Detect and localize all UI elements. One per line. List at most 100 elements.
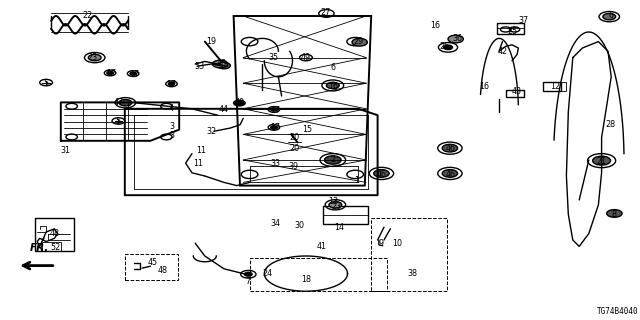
Text: 53: 53 [195,62,205,71]
Text: 16: 16 [430,21,440,30]
Text: 45: 45 [147,258,157,267]
Text: 5: 5 [116,117,121,126]
Text: 46: 46 [376,170,387,179]
Circle shape [442,170,458,177]
Text: 26: 26 [439,42,449,51]
Text: 7: 7 [246,277,251,286]
Text: 23: 23 [88,53,98,62]
Circle shape [234,100,245,106]
Circle shape [442,144,458,152]
Text: 17: 17 [270,124,280,132]
Text: 17: 17 [129,70,140,79]
Text: 11: 11 [196,146,207,155]
Circle shape [218,62,230,69]
Text: 29: 29 [353,37,364,46]
Text: 48: 48 [50,229,60,238]
Bar [497,23,524,34]
Text: 37: 37 [518,16,529,25]
Text: 30: 30 [294,221,305,230]
Text: 52: 52 [50,244,60,252]
Text: 43: 43 [512,87,522,96]
Text: 1: 1 [355,176,360,185]
Text: 27: 27 [320,8,330,17]
Text: 46: 46 [445,144,456,153]
Circle shape [603,13,616,20]
Text: 23: 23 [331,202,341,211]
Text: 22: 22 [82,12,92,20]
Text: 13: 13 [328,197,338,206]
Text: 4: 4 [169,104,174,113]
Text: 24: 24 [262,269,273,278]
Text: 5: 5 [44,79,49,88]
Text: TG74B4040: TG74B4040 [597,307,639,316]
Circle shape [130,72,136,75]
Text: 48: 48 [217,60,227,68]
Text: 3: 3 [169,122,174,131]
Circle shape [607,210,622,217]
Bar [506,90,524,97]
Text: 38: 38 [407,269,417,278]
Bar [42,242,61,251]
Bar [543,82,561,91]
Text: 15: 15 [302,125,312,134]
Text: 19: 19 [206,37,216,46]
Circle shape [593,156,611,165]
Text: 16: 16 [328,82,338,91]
Bar [323,206,368,224]
Text: 44: 44 [219,105,229,114]
Circle shape [107,71,113,75]
Bar [250,258,387,291]
Text: 33: 33 [270,159,280,168]
Text: 17: 17 [166,80,177,89]
Text: 46: 46 [445,170,456,179]
Circle shape [119,100,132,106]
Text: 47: 47 [113,98,124,107]
Text: 48: 48 [157,266,168,275]
Text: FR.: FR. [30,243,49,253]
Circle shape [326,82,339,89]
Text: 12: 12 [550,82,560,91]
Text: 25: 25 [507,28,517,36]
Text: 9: 9 [378,239,383,248]
Text: 32: 32 [206,127,216,136]
Circle shape [329,202,342,208]
Text: 41: 41 [317,242,327,251]
Text: 20: 20 [289,133,300,142]
Text: 28: 28 [605,120,616,129]
Text: 3: 3 [169,132,174,140]
Text: 16: 16 [479,82,489,91]
Text: 14: 14 [334,223,344,232]
Text: 17: 17 [106,69,116,78]
Text: 2: 2 [330,156,335,164]
Text: 10: 10 [392,239,402,248]
Text: 17: 17 [270,106,280,115]
Text: 35: 35 [268,53,278,62]
Text: 36: 36 [452,34,463,43]
Circle shape [352,38,367,46]
Text: 39: 39 [288,162,298,171]
Text: 6: 6 [608,12,613,20]
Text: 34: 34 [270,220,280,228]
Bar [35,218,74,251]
Circle shape [374,170,389,177]
Circle shape [168,82,175,85]
Circle shape [324,156,341,164]
Bar [371,218,447,291]
Text: 49: 49 [301,53,311,62]
Text: 18: 18 [301,276,311,284]
Circle shape [271,126,277,129]
Text: 42: 42 [498,47,508,56]
Text: 40: 40 [234,98,244,107]
Circle shape [88,54,101,61]
Circle shape [212,60,228,68]
Circle shape [448,35,463,43]
Circle shape [271,108,277,111]
Circle shape [244,272,252,276]
Text: 31: 31 [60,146,70,155]
Text: 21: 21 [596,157,607,166]
Text: 8: 8 [612,210,617,219]
Text: 11: 11 [193,159,204,168]
Text: 20: 20 [289,144,300,153]
Circle shape [444,45,452,50]
Text: 6: 6 [330,63,335,72]
